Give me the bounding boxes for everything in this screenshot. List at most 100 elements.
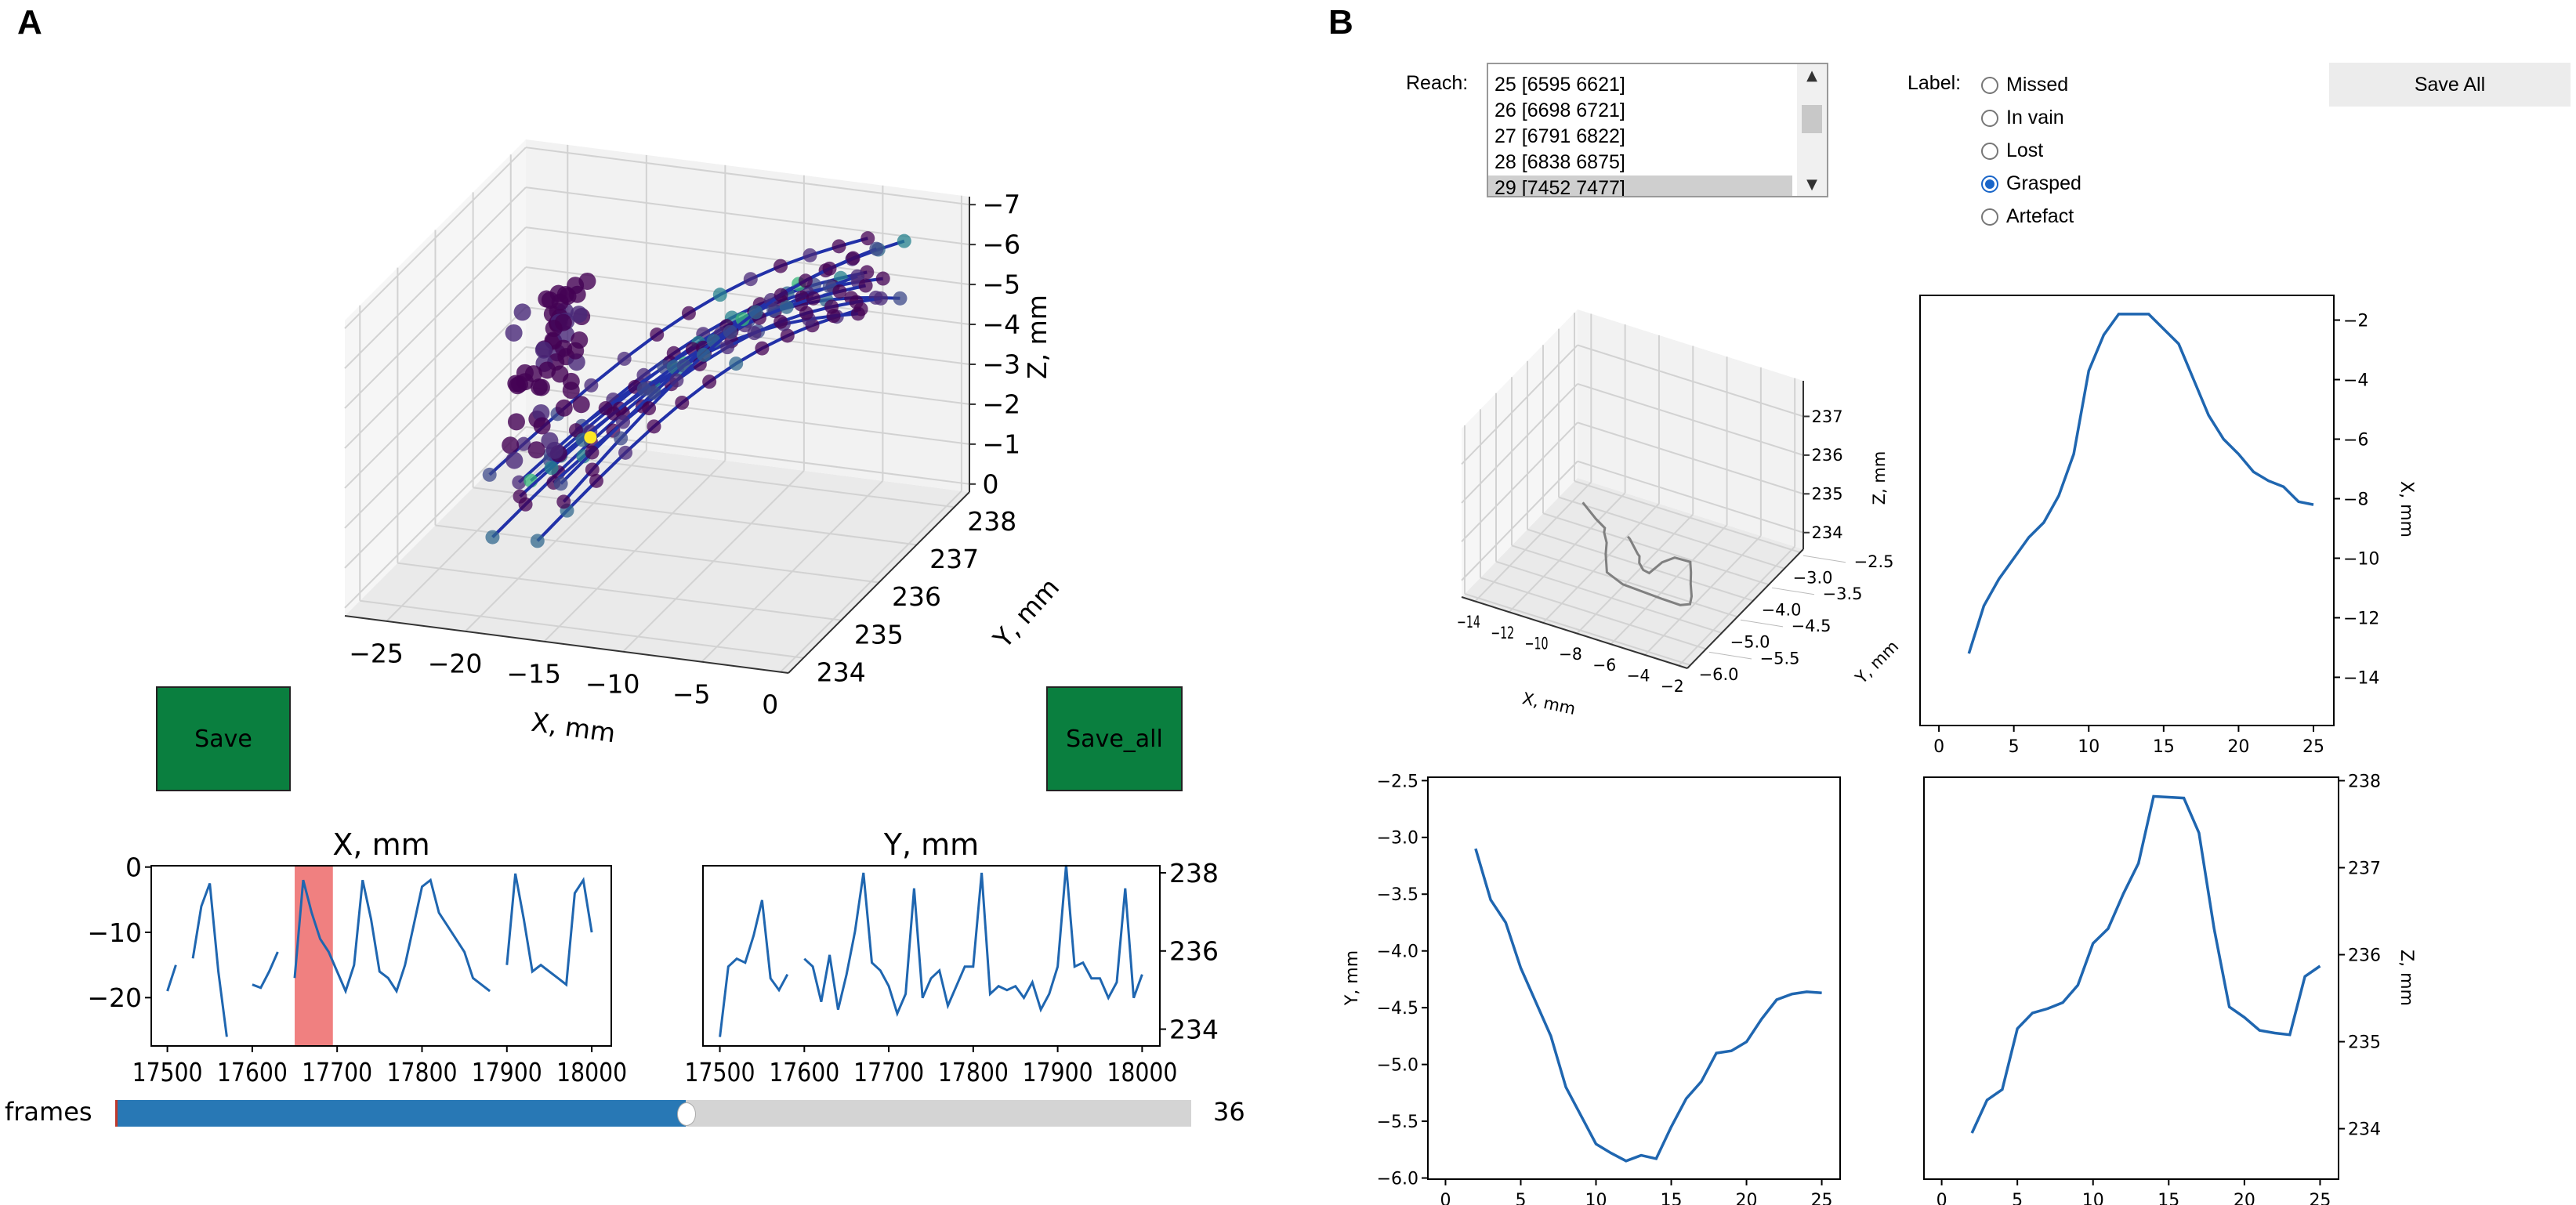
x-tick-label: 5 (1515, 1191, 1526, 1205)
x-axis-label: X, mm (1520, 689, 1577, 718)
label-option-in-vain[interactable]: In vain (1981, 107, 2064, 129)
trajectory-point (860, 231, 875, 246)
series-line (719, 864, 1143, 1037)
reach-list-item[interactable]: 26 [6698 6721] (1495, 100, 1625, 121)
x-tick-label: −10 (585, 669, 640, 700)
x-axis-line (344, 615, 789, 674)
label-option-missed[interactable]: Missed (1981, 74, 2068, 96)
y-tick-label: −3.5 (1823, 584, 1863, 603)
trajectory-point (567, 277, 585, 295)
z-tick-label: −4 (983, 309, 1021, 340)
trajectory-point (798, 273, 813, 288)
y-tick-label: −4.0 (1762, 601, 1802, 620)
trajectory-point (551, 365, 569, 383)
y-axis-label: Z, mm (2397, 950, 2416, 1006)
trajectory-point (675, 395, 690, 410)
grid-line (1574, 480, 1801, 554)
save-all-button[interactable]: Save_all (1046, 686, 1183, 791)
y-tick-label: −2 (2343, 311, 2368, 331)
trajectory-point (723, 324, 737, 339)
reach-list-item[interactable]: 28 [6838 6875] (1495, 151, 1625, 173)
frames-slider[interactable] (115, 1100, 1191, 1127)
x-tick-label: −6 (1592, 656, 1616, 675)
x-tick-label: 17900 (1023, 1057, 1093, 1087)
label-group-label: Label: (1908, 72, 1962, 94)
grid-line (397, 562, 842, 621)
x-tick-label: 5 (2009, 737, 2020, 757)
y-tick-label: 236 (1169, 936, 1219, 967)
y-tick-label: 0 (125, 852, 142, 883)
y-axis-label: Y, mm (987, 572, 1065, 654)
trajectory-point (729, 356, 744, 371)
highlight-span (295, 866, 333, 1046)
trajectory-point (873, 291, 888, 306)
reach-list-item[interactable]: 25 [6595 6621] (1495, 74, 1625, 96)
radio-button[interactable] (1981, 208, 1998, 226)
x-tick-label: −20 (428, 649, 483, 679)
series-line (1967, 313, 2314, 654)
y-tick-label: −4.5 (1792, 617, 1831, 635)
y-tick-label: 238 (1169, 858, 1219, 888)
y-tick-label: −5.0 (1730, 633, 1770, 652)
axes-frame (1427, 776, 1841, 1180)
y-axis-label: X, mm (2397, 481, 2416, 537)
y-tick-label: 234 (2348, 1120, 2381, 1140)
label-option-lost[interactable]: Lost (1981, 139, 2043, 162)
x-tick-label: 17600 (217, 1057, 288, 1087)
grid-line (473, 487, 917, 546)
x-tick-label: 15 (2153, 737, 2175, 757)
trajectory-point (616, 414, 631, 429)
x-tick-label: −15 (506, 659, 561, 689)
scroll-thumb[interactable] (1802, 105, 1822, 133)
save-button[interactable]: Save (156, 686, 291, 791)
y-tick-label: −20 (87, 982, 142, 1013)
trajectory-point (803, 248, 817, 262)
radio-label: Missed (2006, 74, 2069, 96)
list-item-partial[interactable] (1488, 64, 1792, 72)
x-tick-label: 17800 (938, 1057, 1009, 1087)
z-tick-label: 237 (1812, 407, 1843, 426)
reach-list-item[interactable]: 29 [7452 7477] (1488, 176, 1792, 196)
trajectory-point (516, 373, 534, 391)
axes-frame (150, 865, 612, 1047)
trajectory-point (779, 299, 794, 314)
trajectory-point (571, 331, 589, 349)
trajectory-point (505, 451, 524, 469)
grid-line (1461, 383, 1578, 504)
scrollbar[interactable]: ▲ ▼ (1797, 64, 1827, 196)
y-tick-label: −10 (2343, 549, 2379, 569)
reach-listbox[interactable]: 25 [6595 6621] 26 [6698 6721] 27 [6791 682… (1487, 63, 1828, 197)
line-chart-1: 17500 17600 17700 17800 17900 18000 238 236 234 Y… (685, 827, 1219, 1087)
label-option-grasped[interactable]: Grasped (1981, 172, 2081, 195)
y-tick-label: 237 (929, 544, 979, 574)
trajectory-point (545, 441, 563, 459)
trajectory-point (584, 378, 599, 393)
slider-handle[interactable] (676, 1102, 696, 1126)
scroll-down-icon[interactable]: ▼ (1806, 176, 1817, 193)
trajectory-point (869, 241, 884, 256)
z-tick-label: −5 (983, 270, 1021, 300)
scroll-up-icon[interactable]: ▲ (1806, 67, 1817, 84)
radio-button[interactable] (1981, 109, 1998, 127)
label-option-artefact[interactable]: Artefact (1981, 205, 2074, 228)
panel-label-b: B (1328, 3, 1353, 42)
radio-button[interactable] (1981, 142, 1998, 160)
radio-button[interactable] (1981, 76, 1998, 94)
trajectory-point (647, 419, 661, 434)
slider-label: frames (5, 1097, 92, 1127)
y-tick-label: −2.5 (1854, 552, 1894, 571)
trajectory-point (846, 251, 860, 266)
x-tick-label: −12 (1491, 624, 1514, 642)
reach-list-item[interactable]: 27 [6791 6822] (1495, 125, 1625, 147)
trajectory-point (650, 327, 665, 342)
back-pane (1578, 309, 1803, 549)
grid-line (360, 599, 804, 659)
grid-line (1461, 422, 1578, 543)
series-line (166, 873, 593, 1037)
trajectory-point (822, 261, 837, 276)
y-tick-label: −3.0 (1793, 569, 1833, 588)
save-all-reaches-button[interactable]: Save All (2329, 63, 2571, 107)
trajectory-point (533, 417, 551, 435)
trajectory-point (505, 324, 523, 342)
radio-button[interactable] (1981, 175, 1998, 193)
